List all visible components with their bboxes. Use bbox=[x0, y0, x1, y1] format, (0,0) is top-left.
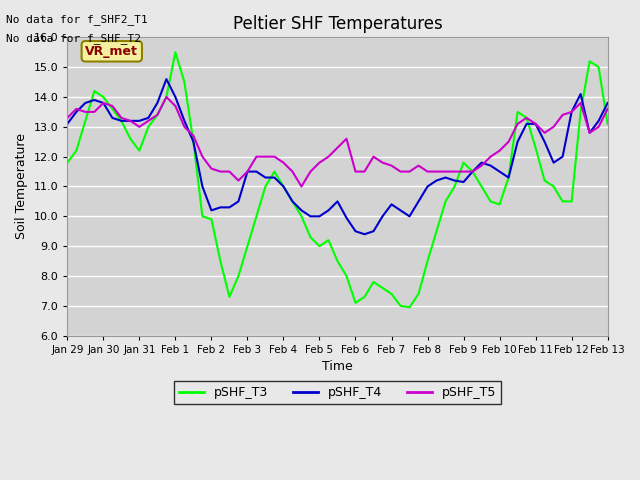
pSHF_T4 bbox=[406, 214, 413, 219]
pSHF_T4 bbox=[63, 121, 71, 127]
Y-axis label: Soil Temperature: Soil Temperature bbox=[15, 133, 28, 240]
Text: VR_met: VR_met bbox=[85, 45, 138, 58]
pSHF_T3 bbox=[361, 294, 369, 300]
Line: pSHF_T3: pSHF_T3 bbox=[67, 52, 607, 307]
pSHF_T5 bbox=[550, 124, 557, 130]
pSHF_T5 bbox=[180, 124, 188, 130]
Text: No data for f_SHF2_T1: No data for f_SHF2_T1 bbox=[6, 13, 148, 24]
pSHF_T3 bbox=[550, 184, 557, 190]
pSHF_T4 bbox=[361, 231, 369, 237]
Text: No data for f_SHF_T2: No data for f_SHF_T2 bbox=[6, 33, 141, 44]
X-axis label: Time: Time bbox=[322, 360, 353, 373]
pSHF_T3 bbox=[63, 160, 71, 166]
pSHF_T5 bbox=[406, 168, 413, 174]
pSHF_T5 bbox=[163, 94, 170, 100]
pSHF_T5 bbox=[370, 154, 378, 159]
pSHF_T3 bbox=[198, 214, 206, 219]
pSHF_T3 bbox=[172, 49, 179, 55]
pSHF_T5 bbox=[262, 154, 269, 159]
pSHF_T5 bbox=[298, 184, 305, 190]
pSHF_T5 bbox=[198, 154, 206, 159]
pSHF_T4 bbox=[550, 160, 557, 166]
pSHF_T5 bbox=[63, 115, 71, 121]
pSHF_T4 bbox=[180, 118, 188, 124]
pSHF_T4 bbox=[604, 100, 611, 106]
pSHF_T3 bbox=[397, 303, 404, 309]
pSHF_T4 bbox=[262, 175, 269, 180]
Line: pSHF_T5: pSHF_T5 bbox=[67, 97, 607, 187]
pSHF_T3 bbox=[262, 184, 269, 190]
pSHF_T4 bbox=[198, 184, 206, 190]
Line: pSHF_T4: pSHF_T4 bbox=[67, 79, 607, 234]
Title: Peltier SHF Temperatures: Peltier SHF Temperatures bbox=[232, 15, 442, 33]
pSHF_T5 bbox=[604, 106, 611, 112]
Legend: pSHF_T3, pSHF_T4, pSHF_T5: pSHF_T3, pSHF_T4, pSHF_T5 bbox=[173, 381, 501, 404]
pSHF_T3 bbox=[406, 304, 413, 310]
pSHF_T3 bbox=[180, 79, 188, 85]
pSHF_T4 bbox=[163, 76, 170, 82]
pSHF_T3 bbox=[604, 121, 611, 127]
pSHF_T4 bbox=[370, 228, 378, 234]
